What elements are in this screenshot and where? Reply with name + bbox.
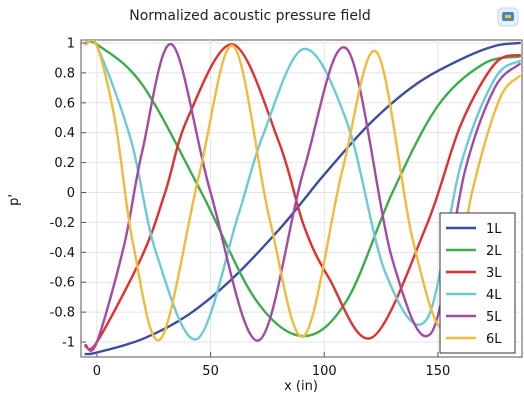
legend-label: 5L [486, 310, 502, 325]
y-tick-label: -0.4 [50, 246, 75, 261]
legend: 1L 2L 3L 4L 5L 6L [439, 212, 516, 354]
y-tick-label: 0.2 [54, 156, 75, 171]
y-tick-label: 1 [67, 36, 75, 51]
x-axis-label: x (in) [284, 379, 318, 394]
y-axis-label: p' [7, 194, 22, 206]
legend-label: 2L [486, 244, 502, 259]
legend-box [439, 212, 516, 354]
legend-label: 4L [486, 288, 502, 303]
y-axis-ticks: 1 0.8 0.6 0.4 0.2 0 -0.2 -0.4 -0.6 -0.8 -1 [50, 36, 86, 351]
series-line-3L [84, 43, 521, 351]
x-axis-ticks: 0 50 100 150 [93, 352, 450, 379]
y-tick-label: -0.8 [50, 306, 75, 321]
x-tick-label: 50 [202, 364, 219, 379]
x-tick-label: 150 [425, 364, 450, 379]
legend-label: 6L [486, 332, 502, 347]
y-tick-label: -0.2 [50, 216, 75, 231]
legend-label: 1L [486, 222, 502, 237]
series-line-1L [84, 41, 521, 356]
y-tick-label: 0 [67, 186, 75, 201]
y-tick-label: 0.6 [54, 96, 75, 111]
y-tick-label: 0.4 [54, 126, 75, 141]
x-tick-label: 0 [93, 364, 101, 379]
y-tick-label: 0.8 [54, 66, 75, 81]
chart-title: Normalized acoustic pressure field [129, 8, 371, 24]
y-tick-label: -1 [62, 336, 75, 351]
legend-label: 3L [486, 266, 502, 281]
app-logo-icon [497, 7, 519, 27]
y-tick-label: -0.6 [50, 276, 75, 291]
x-tick-label: 100 [312, 364, 337, 379]
